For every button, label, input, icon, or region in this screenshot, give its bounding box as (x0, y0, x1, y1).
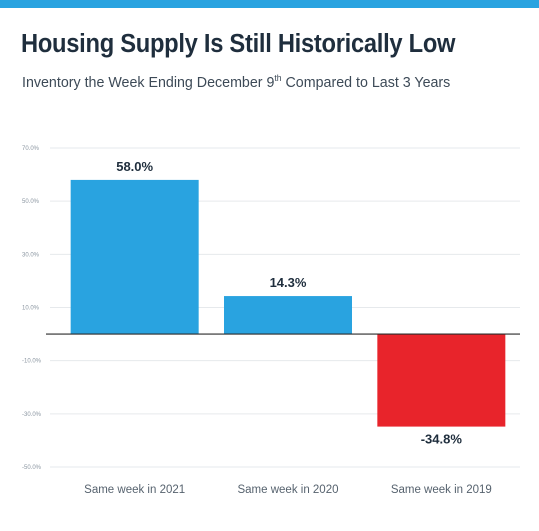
chart-title: Housing Supply Is Still Historically Low (21, 30, 456, 58)
subtitle-text: Inventory the Week Ending December 9 (22, 74, 275, 91)
y-tick-label: 10.0% (22, 306, 40, 312)
subtitle-suffix: Compared to Last 3 Years (281, 74, 451, 91)
subtitle-superscript: th (274, 73, 282, 83)
bar (377, 334, 506, 427)
y-tick-label: -50.0% (22, 465, 42, 471)
y-tick-label: 50.0% (22, 199, 40, 205)
bar-value-label: 14.3% (270, 275, 307, 290)
chart-subtitle: Inventory the Week Ending December 9th C… (22, 73, 450, 91)
x-category-label: Same week in 2021 (84, 484, 185, 496)
bar (224, 296, 352, 335)
y-tick-label: 70.0% (22, 146, 40, 152)
bar-value-label: -34.8% (421, 432, 463, 447)
x-category-label: Same week in 2020 (237, 484, 338, 496)
bar-value-label: 58.0% (116, 159, 153, 174)
y-tick-label: 30.0% (22, 252, 40, 258)
x-category-label: Same week in 2019 (391, 484, 492, 496)
y-tick-label: -30.0% (22, 412, 42, 418)
top-accent-bar (0, 0, 539, 8)
y-tick-label: -10.0% (22, 359, 42, 365)
bar (70, 179, 199, 335)
